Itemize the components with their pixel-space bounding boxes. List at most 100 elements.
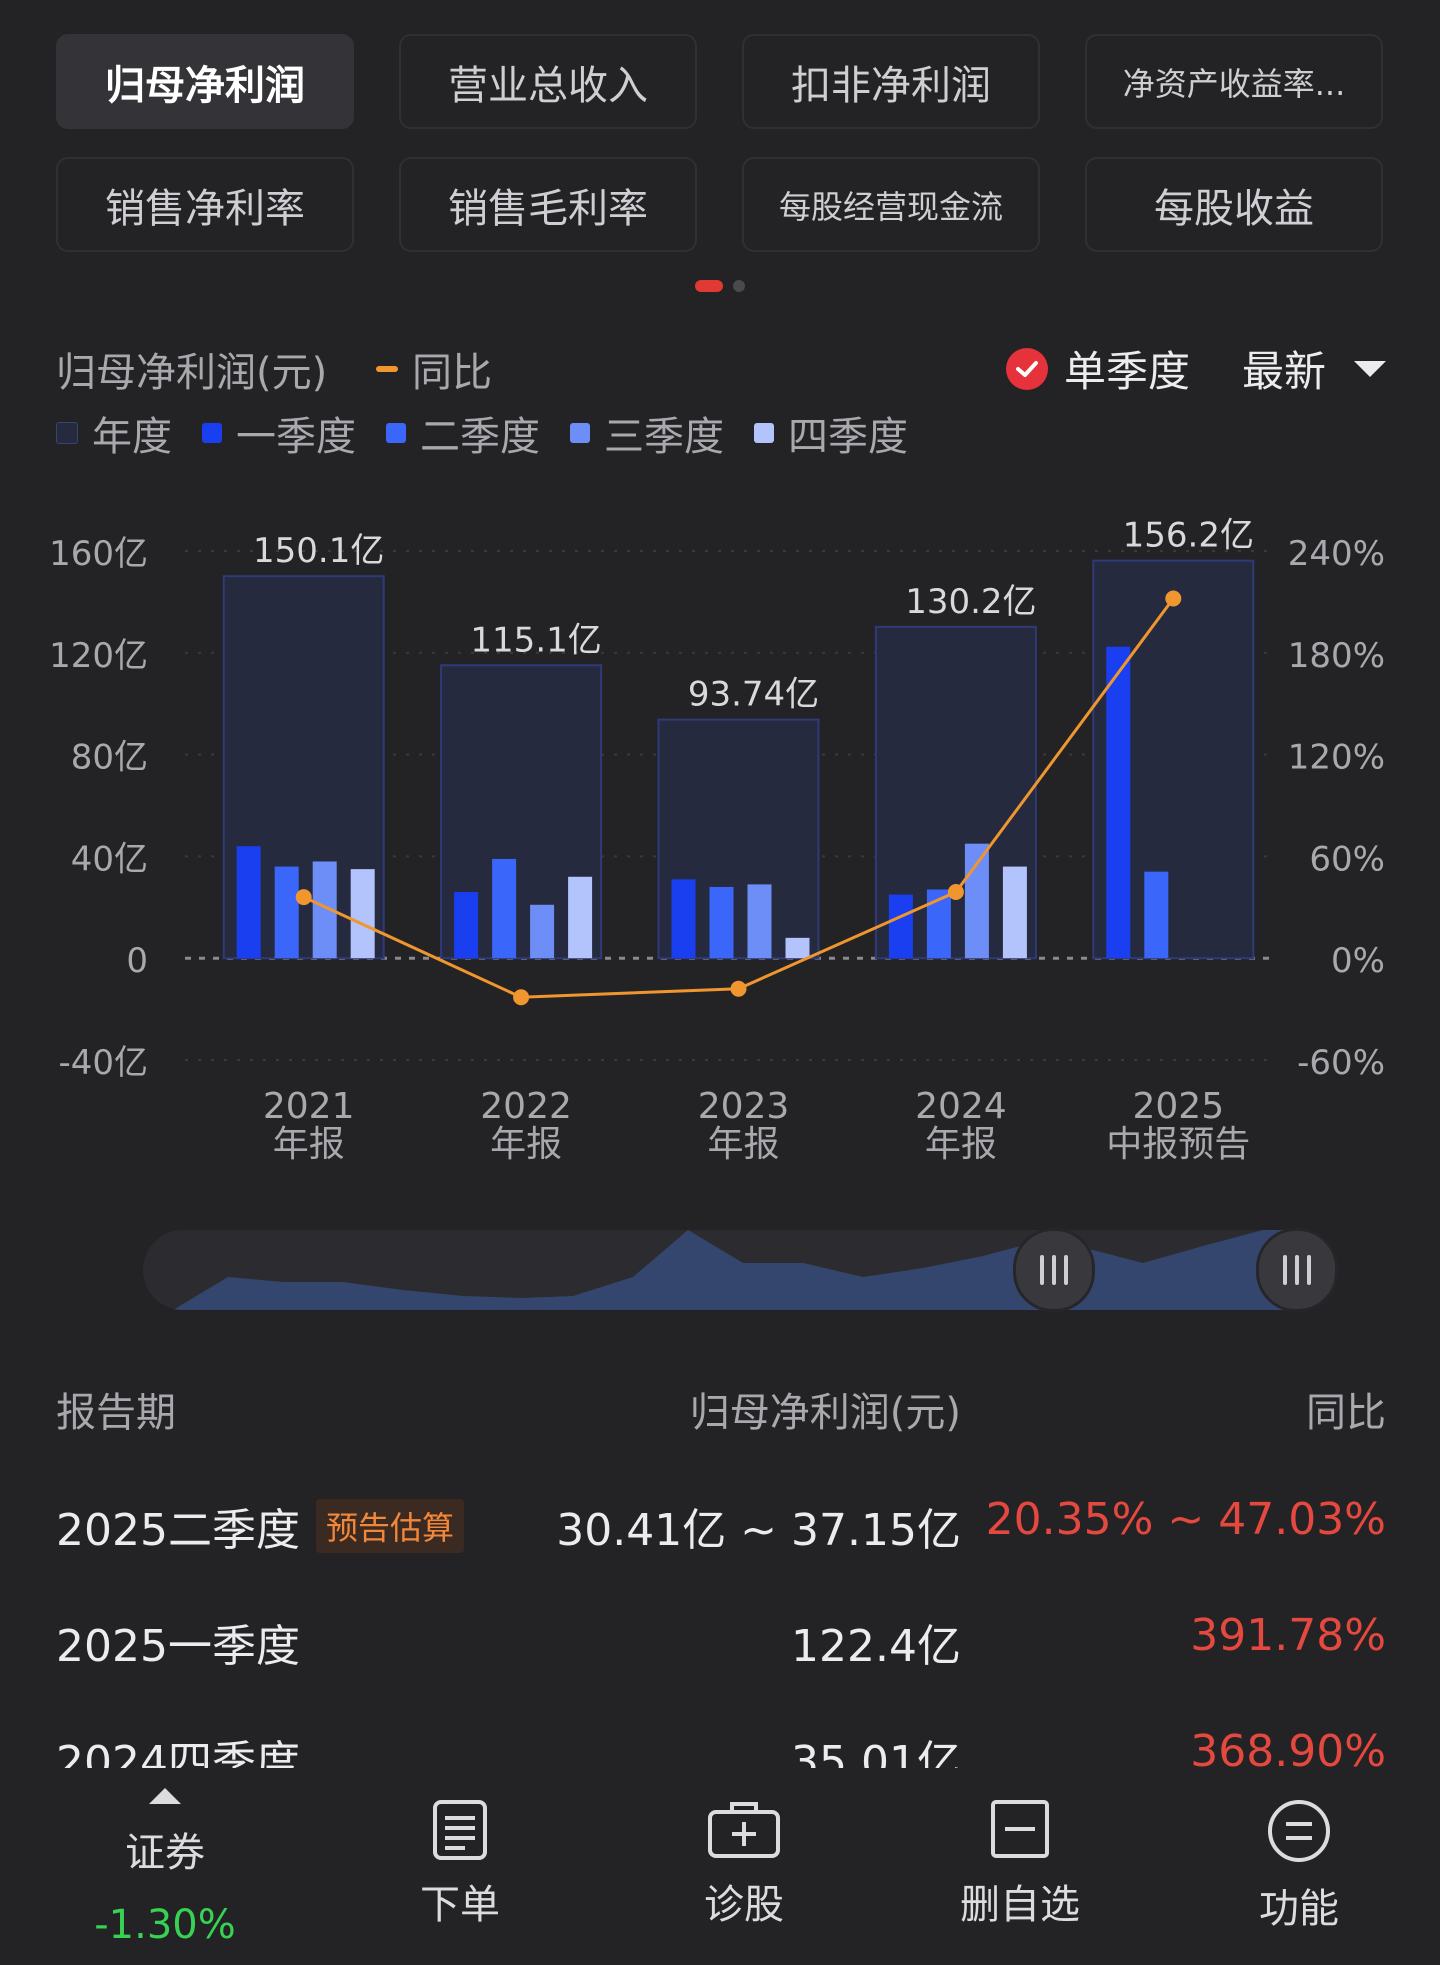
- checkmark-icon: [1005, 347, 1048, 390]
- quarter-bar: [888, 894, 913, 959]
- securities-change: -1.30%: [94, 1902, 236, 1948]
- net-profit-chart[interactable]: 160亿 240% 120亿 180% 80亿 120% 40亿 60% 0 0% -40亿 -60%…: [0, 505, 1440, 1185]
- header-period: 报告期: [56, 1390, 176, 1436]
- y2-tick-label: -60%: [1297, 1043, 1385, 1083]
- row-yoy: 20.35% ~ 47.03%: [985, 1494, 1386, 1545]
- metric-tabs: 归母净利润 营业总收入 扣非净利润 净资产收益率... 销售净利率 销售毛利率 …: [56, 34, 1386, 252]
- order-label: 下单: [420, 1882, 500, 1928]
- quarter-bar: [454, 892, 479, 959]
- tab-net-margin[interactable]: 销售净利率: [56, 157, 354, 252]
- header-yoy: 同比: [1306, 1390, 1386, 1436]
- legend-swatch-icon: [754, 423, 774, 443]
- row-period: 2025一季度: [56, 1621, 300, 1672]
- legend-label: 四季度: [788, 414, 908, 460]
- remove-watch-icon: [991, 1800, 1049, 1858]
- diagnose-button[interactable]: 诊股: [704, 1798, 784, 1930]
- table-header: 报告期 归母净利润(元) 同比: [56, 1380, 1386, 1440]
- y-tick-label: -40亿: [58, 1043, 148, 1083]
- legend-swatch-icon: [386, 423, 406, 443]
- tab-total-revenue[interactable]: 营业总收入: [399, 34, 697, 129]
- securities-button[interactable]: 证券 -1.30%: [90, 1788, 240, 1948]
- scrubber-left-handle[interactable]: [1013, 1228, 1095, 1312]
- x-tick-label: 2025: [1132, 1086, 1224, 1127]
- table-row[interactable]: 2024四季度 35.01亿 368.90%: [56, 1726, 1386, 1768]
- menu-circle-icon: [1268, 1800, 1330, 1862]
- legend-label: 年度: [92, 414, 172, 460]
- legend-q4: 四季度: [754, 404, 908, 462]
- chart-legend: 年度 一季度 二季度 三季度 四季度: [56, 404, 908, 462]
- bottom-bar: 证券 -1.30% 下单 诊股 删自选 功能: [0, 1768, 1440, 1965]
- function-button[interactable]: 功能: [1259, 1798, 1339, 1934]
- table-row[interactable]: 2025二季度 预告估算 30.41亿 ~ 37.15亿 20.35% ~ 47.…: [56, 1494, 1386, 1610]
- quarter-bar: [785, 937, 810, 959]
- quarter-bar: [1144, 871, 1169, 959]
- tab-eps[interactable]: 每股收益: [1085, 157, 1383, 252]
- annual-value-label: 93.74亿: [688, 675, 819, 715]
- quarter-bar: [671, 879, 696, 959]
- yoy-point: [730, 980, 747, 997]
- page-dot-active: [695, 280, 723, 292]
- legend-swatch-icon: [570, 423, 590, 443]
- latest-label: 最新: [1241, 347, 1326, 396]
- legend-swatch-icon: [202, 423, 222, 443]
- y-tick-label: 120亿: [49, 636, 148, 676]
- page-indicator: [0, 280, 1440, 292]
- yoy-point: [1165, 590, 1182, 607]
- x-tick-label: 2022: [480, 1086, 572, 1127]
- single-quarter-toggle[interactable]: 单季度: [1005, 338, 1190, 399]
- quarter-bar: [568, 876, 593, 959]
- quarter-bar: [236, 846, 261, 959]
- annual-value-label: 130.2亿: [905, 582, 1036, 622]
- row-value: 30.41亿 ~ 37.15亿: [556, 1505, 961, 1556]
- expand-up-icon: [149, 1788, 181, 1804]
- legend-label: 三季度: [604, 414, 724, 460]
- x-tick-label: 2024: [915, 1086, 1007, 1127]
- row-period: 2024四季度: [56, 1737, 300, 1768]
- line-swatch-icon: [376, 366, 398, 372]
- row-value: 35.01亿: [791, 1737, 961, 1768]
- tab-roe[interactable]: 净资产收益率...: [1085, 34, 1383, 129]
- y-tick-label: 160亿: [49, 534, 148, 574]
- annual-value-label: 150.1亿: [253, 531, 384, 571]
- diagnose-label: 诊股: [704, 1882, 784, 1928]
- scrubber-right-handle[interactable]: [1256, 1228, 1338, 1312]
- row-yoy: 391.78%: [1190, 1610, 1386, 1661]
- function-label: 功能: [1259, 1886, 1339, 1932]
- tab-op-cashflow-per-share[interactable]: 每股经营现金流: [742, 157, 1040, 252]
- diagnose-kit-icon: [708, 1802, 780, 1858]
- page-dot: [733, 280, 745, 292]
- chart-title: 归母净利润(元): [56, 350, 328, 396]
- yoy-legend-label: 同比: [412, 350, 492, 396]
- header-value: 归母净利润(元): [689, 1390, 961, 1436]
- latest-dropdown[interactable]: 最新: [1242, 338, 1386, 399]
- quarter-bar: [350, 869, 375, 959]
- quarter-bar: [530, 904, 555, 959]
- x-tick-sublabel: 年报: [490, 1124, 562, 1165]
- tab-gross-margin[interactable]: 销售毛利率: [399, 157, 697, 252]
- order-button[interactable]: 下单: [420, 1798, 500, 1930]
- legend-label: 二季度: [420, 414, 540, 460]
- y2-tick-label: 0%: [1331, 941, 1385, 981]
- dropdown-arrow-icon: [1354, 360, 1386, 377]
- quarter-bar: [274, 866, 299, 959]
- row-period: 2025二季度: [56, 1505, 300, 1556]
- report-table: 报告期 归母净利润(元) 同比 2025二季度 预告估算 30.41亿 ~ 37.…: [56, 1380, 1386, 1768]
- legend-q2: 二季度: [386, 404, 540, 462]
- table-row[interactable]: 2025一季度 122.4亿 391.78%: [56, 1610, 1386, 1726]
- order-doc-icon: [433, 1800, 487, 1860]
- securities-label: 证券: [125, 1830, 205, 1876]
- x-tick-sublabel: 中报预告: [1106, 1124, 1250, 1165]
- quarter-bar: [1002, 866, 1027, 959]
- remove-watchlist-button[interactable]: 删自选: [960, 1798, 1080, 1930]
- annual-value-label: 156.2亿: [1123, 516, 1254, 556]
- y2-tick-label: 240%: [1288, 534, 1385, 574]
- legend-swatch-icon: [56, 422, 78, 444]
- x-tick-label: 2023: [698, 1086, 790, 1127]
- range-scrubber[interactable]: [143, 1230, 1338, 1310]
- tab-net-profit[interactable]: 归母净利润: [56, 34, 354, 129]
- tab-deducted-net-profit[interactable]: 扣非净利润: [742, 34, 1040, 129]
- quarter-bar: [492, 858, 517, 959]
- legend-annual: 年度: [56, 404, 172, 462]
- row-value: 122.4亿: [791, 1621, 961, 1672]
- legend-q1: 一季度: [202, 404, 356, 462]
